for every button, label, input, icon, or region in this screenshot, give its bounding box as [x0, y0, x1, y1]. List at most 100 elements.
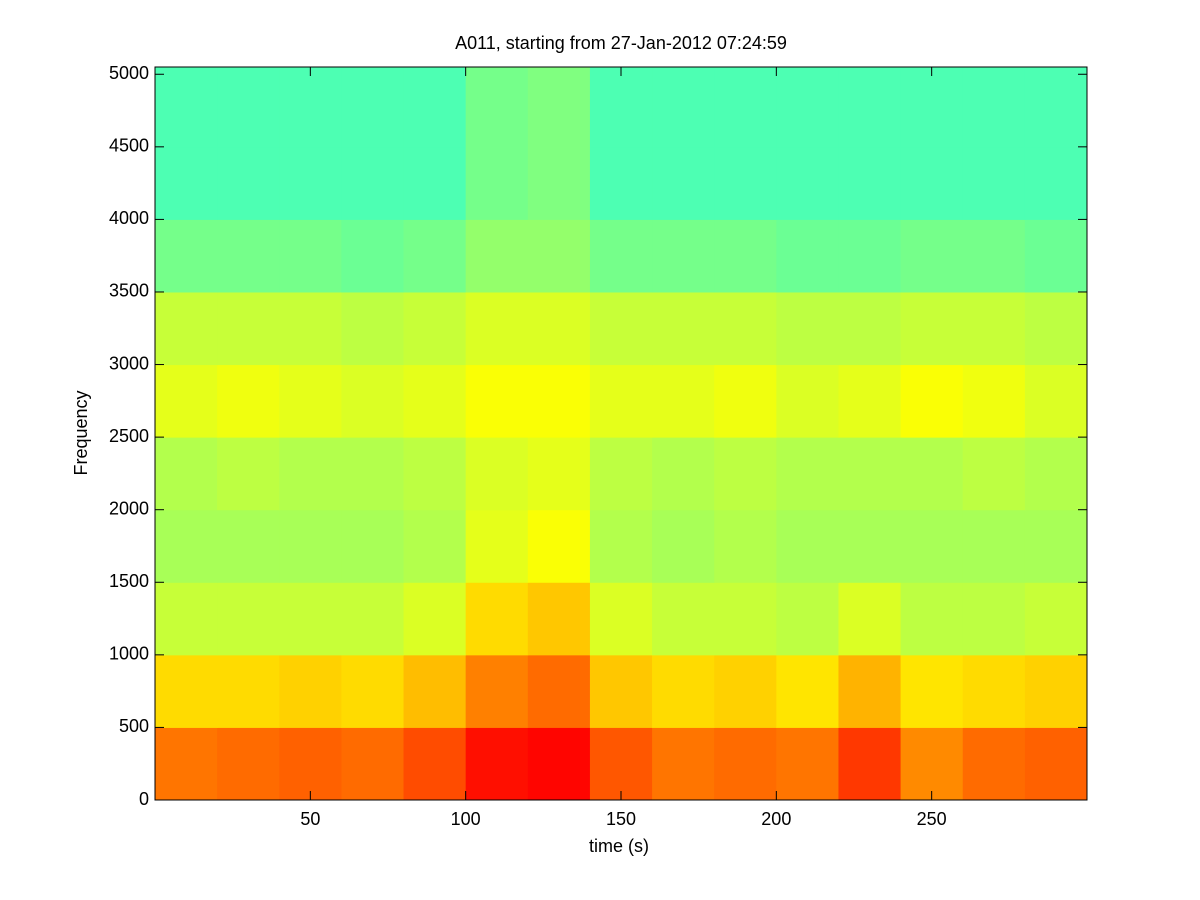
spectrogram-cell — [838, 219, 902, 293]
spectrogram-cell — [589, 364, 653, 438]
spectrogram-cell — [465, 654, 529, 728]
spectrogram-cell — [527, 582, 591, 656]
spectrogram-cell — [217, 509, 280, 583]
spectrogram-cell — [900, 654, 964, 728]
spectrogram-cell — [279, 219, 342, 293]
spectrogram-cell — [900, 582, 964, 656]
spectrogram-cell — [652, 582, 715, 656]
spectrogram-cell — [403, 727, 467, 801]
spectrogram-cell — [776, 219, 839, 293]
x-axis-label: time (s) — [589, 836, 649, 856]
spectrogram-cell — [527, 146, 591, 220]
spectrogram-cell — [279, 727, 342, 801]
spectrogram-cell — [341, 67, 405, 148]
spectrogram-cell — [589, 654, 653, 728]
spectrogram-cell — [714, 509, 777, 583]
spectrogram-cell — [155, 146, 218, 220]
spectrogram-cell — [776, 509, 839, 583]
x-tick-label: 250 — [917, 809, 947, 829]
spectrogram-cell — [900, 727, 964, 801]
spectrogram-cell — [589, 437, 653, 511]
spectrogram-cell — [714, 146, 777, 220]
spectrogram-cell — [776, 364, 839, 438]
spectrogram-cell — [465, 727, 529, 801]
spectrogram-cell — [962, 146, 1026, 220]
spectrogram-cell — [527, 291, 591, 366]
spectrogram-cell — [1024, 437, 1088, 511]
spectrogram-cell — [1024, 727, 1088, 801]
spectrogram-cell — [341, 509, 405, 583]
y-tick-label: 2000 — [109, 498, 149, 518]
spectrogram-cell — [714, 67, 777, 148]
spectrogram-cell — [403, 291, 467, 366]
y-tick-label: 5000 — [109, 63, 149, 83]
spectrogram-cell — [589, 219, 653, 293]
spectrogram-cell — [279, 509, 342, 583]
spectrogram-cell — [217, 582, 280, 656]
spectrogram-cell — [1024, 67, 1088, 148]
spectrogram-cell — [776, 437, 839, 511]
spectrogram-cell — [403, 437, 467, 511]
spectrogram-cell — [962, 727, 1026, 801]
spectrogram-cell — [155, 654, 218, 728]
spectrogram-cell — [465, 291, 529, 366]
spectrogram-cell — [527, 67, 591, 148]
spectrogram-cell — [527, 437, 591, 511]
spectrogram-cell — [341, 219, 405, 293]
spectrogram-cell — [652, 509, 715, 583]
spectrogram-cell — [962, 364, 1026, 438]
spectrogram-cell — [838, 727, 902, 801]
spectrogram-cell — [652, 437, 715, 511]
spectrogram-cell — [403, 67, 467, 148]
spectrogram-cell — [403, 509, 467, 583]
spectrogram-cell — [962, 67, 1026, 148]
spectrogram-cell — [341, 727, 405, 801]
spectrogram-cell — [1024, 364, 1088, 438]
spectrogram-cell — [465, 146, 529, 220]
spectrogram-cell — [217, 219, 280, 293]
spectrogram-cell — [217, 437, 280, 511]
spectrogram-cell — [714, 291, 777, 366]
spectrogram-cell — [652, 654, 715, 728]
spectrogram-cell — [155, 67, 218, 148]
spectrogram-cell — [589, 67, 653, 148]
spectrogram-cell — [279, 364, 342, 438]
spectrogram-cell — [1024, 509, 1088, 583]
spectrogram-cell — [341, 291, 405, 366]
spectrogram-cell — [838, 67, 902, 148]
spectrogram-cell — [217, 654, 280, 728]
spectrogram-cell — [465, 509, 529, 583]
y-tick-label: 2500 — [109, 426, 149, 446]
spectrogram-cell — [155, 582, 218, 656]
spectrogram-cell — [652, 727, 715, 801]
spectrogram-cell — [341, 437, 405, 511]
spectrogram-cell — [838, 291, 902, 366]
spectrogram-cell — [962, 291, 1026, 366]
spectrogram-cell — [962, 582, 1026, 656]
spectrogram-cell — [900, 509, 964, 583]
x-tick-label: 150 — [606, 809, 636, 829]
spectrogram-cell — [652, 219, 715, 293]
spectrogram-cell — [838, 146, 902, 220]
spectrogram-cell — [527, 219, 591, 293]
spectrogram-cell — [403, 582, 467, 656]
spectrogram-cell — [900, 219, 964, 293]
spectrogram-cell — [838, 582, 902, 656]
spectrogram-cell — [962, 219, 1026, 293]
spectrogram-cell — [527, 364, 591, 438]
spectrogram-cell — [714, 582, 777, 656]
spectrogram-cell — [714, 654, 777, 728]
spectrogram-cell — [1024, 219, 1088, 293]
y-tick-label: 500 — [119, 716, 149, 736]
spectrogram-cell — [341, 364, 405, 438]
spectrogram-cell — [652, 67, 715, 148]
spectrogram-cell — [403, 654, 467, 728]
spectrogram-cell — [714, 364, 777, 438]
spectrogram-cell — [217, 146, 280, 220]
spectrogram-cell — [962, 437, 1026, 511]
spectrogram-cell — [900, 437, 964, 511]
spectrogram-cell — [962, 509, 1026, 583]
spectrogram-cell — [776, 727, 839, 801]
x-tick-label: 200 — [761, 809, 791, 829]
